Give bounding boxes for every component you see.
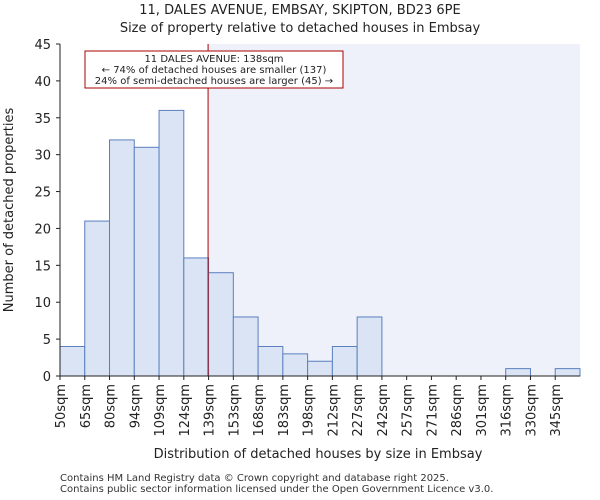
bar-212sqm [331, 345, 358, 377]
x-tick-label: 168sqm [252, 384, 267, 437]
footer-line-2: Contains public sector information licen… [60, 484, 494, 495]
annotation-frame [84, 50, 344, 89]
x-tick-label: 316sqm [500, 384, 515, 437]
bar-109sqm [158, 109, 185, 377]
x-tick-label: 139sqm [203, 384, 218, 437]
x-tick-label: 257sqm [401, 384, 416, 437]
bar-168sqm [257, 345, 284, 377]
x-axis: 50sqm 65sqm 80sqm 94sqm 109sqm 124sqm 139sqm 15… [54, 375, 580, 437]
y-axis-label: Number of detached properties [2, 108, 17, 313]
bar-198sqm [307, 360, 333, 377]
bar-80sqm [109, 139, 135, 377]
bars-group [59, 109, 581, 377]
x-tick-label: 153sqm [227, 384, 242, 437]
chart-title: 11, DALES AVENUE, EMBSAY, SKIPTON, BD23 … [139, 3, 460, 18]
x-tick-label: 50sqm [54, 384, 69, 428]
x-tick-label: 65sqm [79, 384, 94, 428]
y-tick-label: 0 [43, 370, 51, 385]
x-tick-label: 271sqm [425, 384, 440, 437]
annotation-line-1: 11 DALES AVENUE: 138sqm [144, 54, 283, 65]
y-tick-label: 25 [34, 186, 51, 201]
y-tick-label: 30 [34, 149, 51, 164]
bar-153sqm [232, 316, 259, 377]
y-tick-label: 10 [34, 296, 51, 311]
x-axis-label: Distribution of detached houses by size … [154, 447, 483, 462]
y-axis: 0 5 10 15 20 25 30 35 40 45 [34, 38, 61, 385]
bar-50sqm [59, 345, 86, 377]
highlight-region [208, 44, 581, 376]
bar-345sqm [554, 368, 581, 377]
y-tick-label: 20 [34, 222, 51, 237]
x-tick-label: 183sqm [277, 384, 292, 437]
x-tick-label: 94sqm [128, 384, 143, 428]
x-tick-label: 212sqm [326, 384, 341, 437]
bar-94sqm [133, 146, 160, 377]
x-tick-label: 330sqm [524, 384, 539, 437]
y-tick-label: 40 [34, 75, 51, 90]
bar-124sqm [183, 257, 210, 377]
x-tick-label: 301sqm [475, 384, 490, 437]
annotation-line-2: ← 74% of detached houses are smaller (13… [102, 65, 327, 76]
bar-316sqm [505, 368, 531, 377]
x-tick-label: 198sqm [302, 384, 317, 437]
bar-183sqm [282, 353, 309, 377]
x-tick-label: 227sqm [351, 384, 366, 437]
y-tick-label: 5 [43, 333, 51, 348]
y-tick-label: 45 [34, 38, 51, 53]
x-tick-label: 286sqm [450, 384, 465, 437]
x-tick-label: 345sqm [549, 384, 564, 437]
chart-subtitle: Size of property relative to detached ho… [120, 21, 481, 36]
footer-line-1: Contains HM Land Registry data © Crown c… [60, 473, 449, 484]
x-tick-label: 109sqm [153, 384, 168, 437]
x-tick-label: 242sqm [376, 384, 391, 437]
y-tick-label: 15 [34, 259, 51, 274]
annotation-box: 11 DALES AVENUE: 138sqm ← 74% of detache… [84, 50, 344, 89]
x-tick-label: 80sqm [104, 384, 119, 428]
annotation-line-3: 24% of semi-detached houses are larger (… [95, 76, 333, 87]
bar-139sqm [208, 272, 234, 377]
bar-227sqm [356, 316, 383, 377]
x-tick-label: 124sqm [178, 384, 193, 437]
bar-65sqm [84, 220, 111, 377]
y-tick-label: 35 [34, 112, 51, 127]
